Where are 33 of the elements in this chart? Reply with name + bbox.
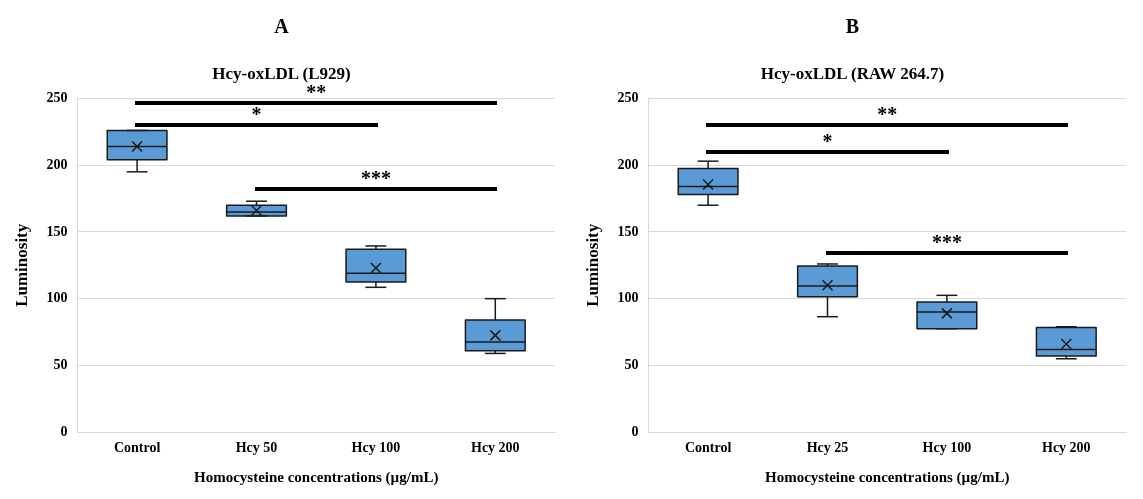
x-axis-title: Homocysteine concentrations (µg/mL) [193, 468, 439, 486]
y-axis-title: Luminosity [11, 223, 31, 307]
x-tick-label: Control [113, 440, 161, 456]
y-tick-label: 250 [46, 90, 68, 106]
y-tick-label: 0 [631, 423, 639, 439]
y-tick-label: 50 [53, 357, 68, 373]
annotation: * [251, 103, 262, 126]
chart-subtitle: Hcy-oxLDL (RAW 264.7) [760, 63, 945, 83]
x-tick-label: Hcy 100 [922, 440, 972, 456]
x-tick-label: Hcy 25 [806, 440, 849, 456]
y-tick-label: 0 [60, 423, 68, 439]
y-tick-label: 150 [46, 223, 68, 239]
x-axis-title: Homocysteine concentrations (µg/mL) [764, 468, 1010, 486]
y-tick-label: 150 [617, 223, 639, 239]
annotation: *** [931, 231, 962, 254]
x-tick-label: Hcy 50 [235, 440, 278, 456]
y-axis-title: Luminosity [582, 223, 602, 307]
y-tick-label: 250 [617, 90, 639, 106]
chart-title: B [845, 15, 860, 38]
x-tick-label: Hcy 200 [1042, 440, 1091, 456]
chart-title: A [274, 15, 290, 38]
annotation: * [822, 129, 833, 152]
y-tick-label: 200 [617, 156, 639, 172]
y-tick-label: 50 [624, 357, 639, 373]
x-tick-label: Hcy 200 [471, 440, 520, 456]
y-tick-label: 100 [617, 290, 639, 306]
y-tick-label: 100 [46, 290, 68, 306]
x-tick-label: Control [684, 440, 732, 456]
chart-subtitle: Hcy-oxLDL (L929) [212, 63, 351, 83]
y-tick-label: 200 [46, 156, 68, 172]
annotation: ** [877, 103, 898, 126]
x-tick-label: Hcy 100 [351, 440, 401, 456]
annotation: *** [360, 167, 391, 190]
